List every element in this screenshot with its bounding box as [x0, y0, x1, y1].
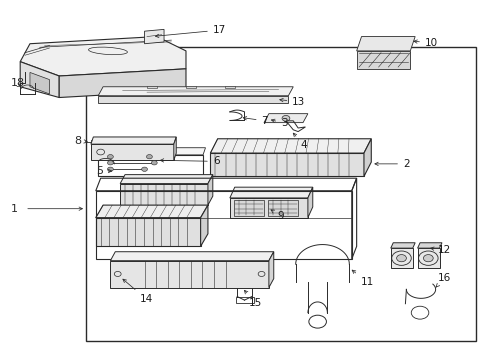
Bar — [91, 140, 103, 145]
Bar — [86, 47, 475, 341]
Polygon shape — [210, 153, 363, 176]
Polygon shape — [20, 62, 59, 98]
Text: 8: 8 — [74, 136, 81, 145]
Polygon shape — [98, 148, 205, 155]
Polygon shape — [173, 137, 176, 160]
Text: 2: 2 — [374, 159, 409, 169]
Text: 11: 11 — [351, 270, 373, 287]
Text: 14: 14 — [122, 279, 153, 304]
Circle shape — [396, 255, 406, 262]
Polygon shape — [233, 200, 264, 216]
Text: 12: 12 — [430, 245, 450, 255]
Polygon shape — [110, 261, 268, 288]
Polygon shape — [356, 37, 414, 51]
Text: 18: 18 — [10, 78, 24, 88]
Text: 4: 4 — [293, 133, 306, 150]
Bar — [235, 297, 254, 303]
Polygon shape — [264, 114, 307, 123]
Polygon shape — [390, 243, 414, 248]
Polygon shape — [417, 248, 439, 268]
Polygon shape — [110, 252, 273, 261]
Circle shape — [151, 161, 157, 165]
Polygon shape — [144, 30, 163, 44]
Polygon shape — [120, 184, 207, 205]
Text: 15: 15 — [244, 290, 261, 308]
Polygon shape — [98, 96, 288, 103]
Polygon shape — [229, 187, 312, 198]
Polygon shape — [96, 218, 200, 246]
Polygon shape — [30, 72, 49, 94]
Polygon shape — [20, 37, 185, 76]
Polygon shape — [307, 187, 312, 218]
Polygon shape — [98, 87, 293, 96]
Text: 17: 17 — [155, 25, 225, 37]
Text: 1: 1 — [10, 204, 18, 214]
Circle shape — [146, 154, 152, 159]
Polygon shape — [417, 243, 441, 248]
Polygon shape — [267, 200, 298, 216]
Polygon shape — [91, 137, 176, 144]
Circle shape — [423, 255, 432, 262]
Polygon shape — [91, 144, 173, 160]
Polygon shape — [59, 69, 185, 98]
Polygon shape — [268, 252, 273, 288]
Text: 6: 6 — [160, 156, 219, 166]
Circle shape — [107, 167, 113, 171]
Polygon shape — [96, 205, 207, 218]
Text: 5: 5 — [96, 166, 102, 176]
Polygon shape — [210, 139, 370, 153]
Polygon shape — [185, 86, 195, 88]
Polygon shape — [200, 205, 207, 246]
Text: 3: 3 — [271, 118, 287, 128]
Polygon shape — [356, 51, 409, 69]
Polygon shape — [363, 139, 370, 176]
Polygon shape — [207, 175, 212, 205]
Polygon shape — [120, 175, 212, 184]
Circle shape — [107, 161, 113, 165]
Text: 7: 7 — [243, 116, 267, 126]
Polygon shape — [229, 198, 307, 218]
Polygon shape — [390, 248, 412, 268]
Circle shape — [282, 116, 289, 121]
Polygon shape — [147, 86, 157, 88]
Text: 13: 13 — [279, 97, 305, 107]
Text: 9: 9 — [270, 210, 284, 221]
Circle shape — [142, 167, 147, 171]
Polygon shape — [224, 86, 234, 88]
Text: 16: 16 — [435, 273, 450, 287]
Circle shape — [107, 154, 113, 159]
Text: 10: 10 — [413, 38, 437, 48]
